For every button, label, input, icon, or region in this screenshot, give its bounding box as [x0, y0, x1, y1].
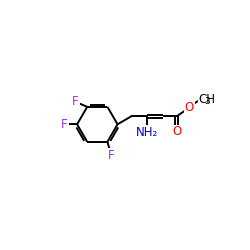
Text: 3: 3 — [205, 97, 210, 106]
Text: CH: CH — [198, 94, 215, 106]
Text: F: F — [108, 149, 114, 162]
Text: NH₂: NH₂ — [136, 126, 158, 138]
Text: O: O — [172, 125, 182, 138]
Text: O: O — [185, 100, 194, 114]
Text: F: F — [72, 94, 79, 108]
Text: F: F — [61, 118, 68, 131]
